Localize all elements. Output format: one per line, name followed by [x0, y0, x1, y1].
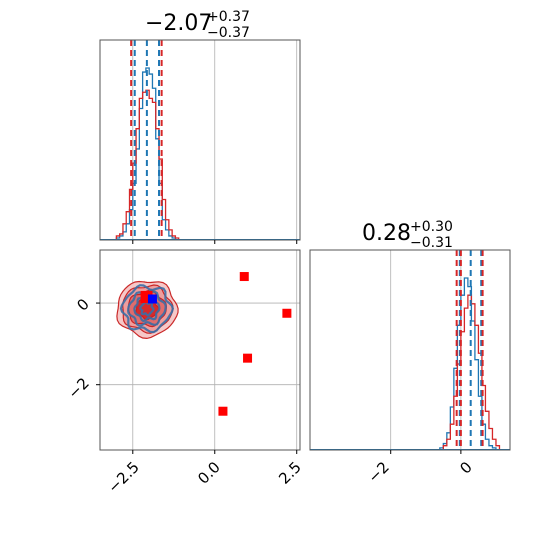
red-marker	[239, 272, 249, 282]
joint-xtick-label: 0.0	[194, 458, 224, 488]
panel-frame	[99, 249, 301, 451]
grid	[100, 250, 300, 450]
marginal-x-title-sub: −0.37	[207, 25, 250, 41]
joint-xtick-label: 2.5	[275, 458, 305, 488]
marginal-x-title: −2.07	[145, 11, 212, 36]
joint-body	[116, 272, 292, 416]
red-marker	[282, 308, 292, 318]
marginal-y-xtick-label: −2	[364, 458, 392, 486]
blue-contour	[126, 290, 167, 327]
joint-ytick-label: 0	[73, 295, 92, 314]
hist-body	[100, 40, 300, 240]
joint-panel	[96, 249, 301, 454]
blue-contour	[119, 284, 174, 334]
red-marker	[218, 406, 228, 416]
panel-frame	[309, 249, 511, 451]
hist-body	[310, 250, 510, 450]
marginal-y-title-sub: −0.31	[410, 235, 453, 251]
red-marker	[243, 353, 253, 363]
marginal-x-title-sup: +0.37	[207, 9, 250, 25]
grid	[132, 40, 298, 240]
marginal-x-panel	[99, 39, 301, 244]
marginal-y-title: 0.28	[362, 221, 411, 246]
hist-series-1	[439, 294, 503, 450]
marginal-y-xtick-label: 0	[456, 458, 475, 477]
joint-xtick-label: −2.5	[104, 458, 142, 496]
joint-ytick-label: −2	[64, 374, 92, 402]
blue-marker	[147, 294, 157, 304]
marginal-y-panel	[309, 249, 511, 454]
panel-frame	[99, 39, 301, 241]
marginal-y-title-sup: +0.30	[410, 219, 453, 235]
hist-series-0	[113, 67, 182, 240]
